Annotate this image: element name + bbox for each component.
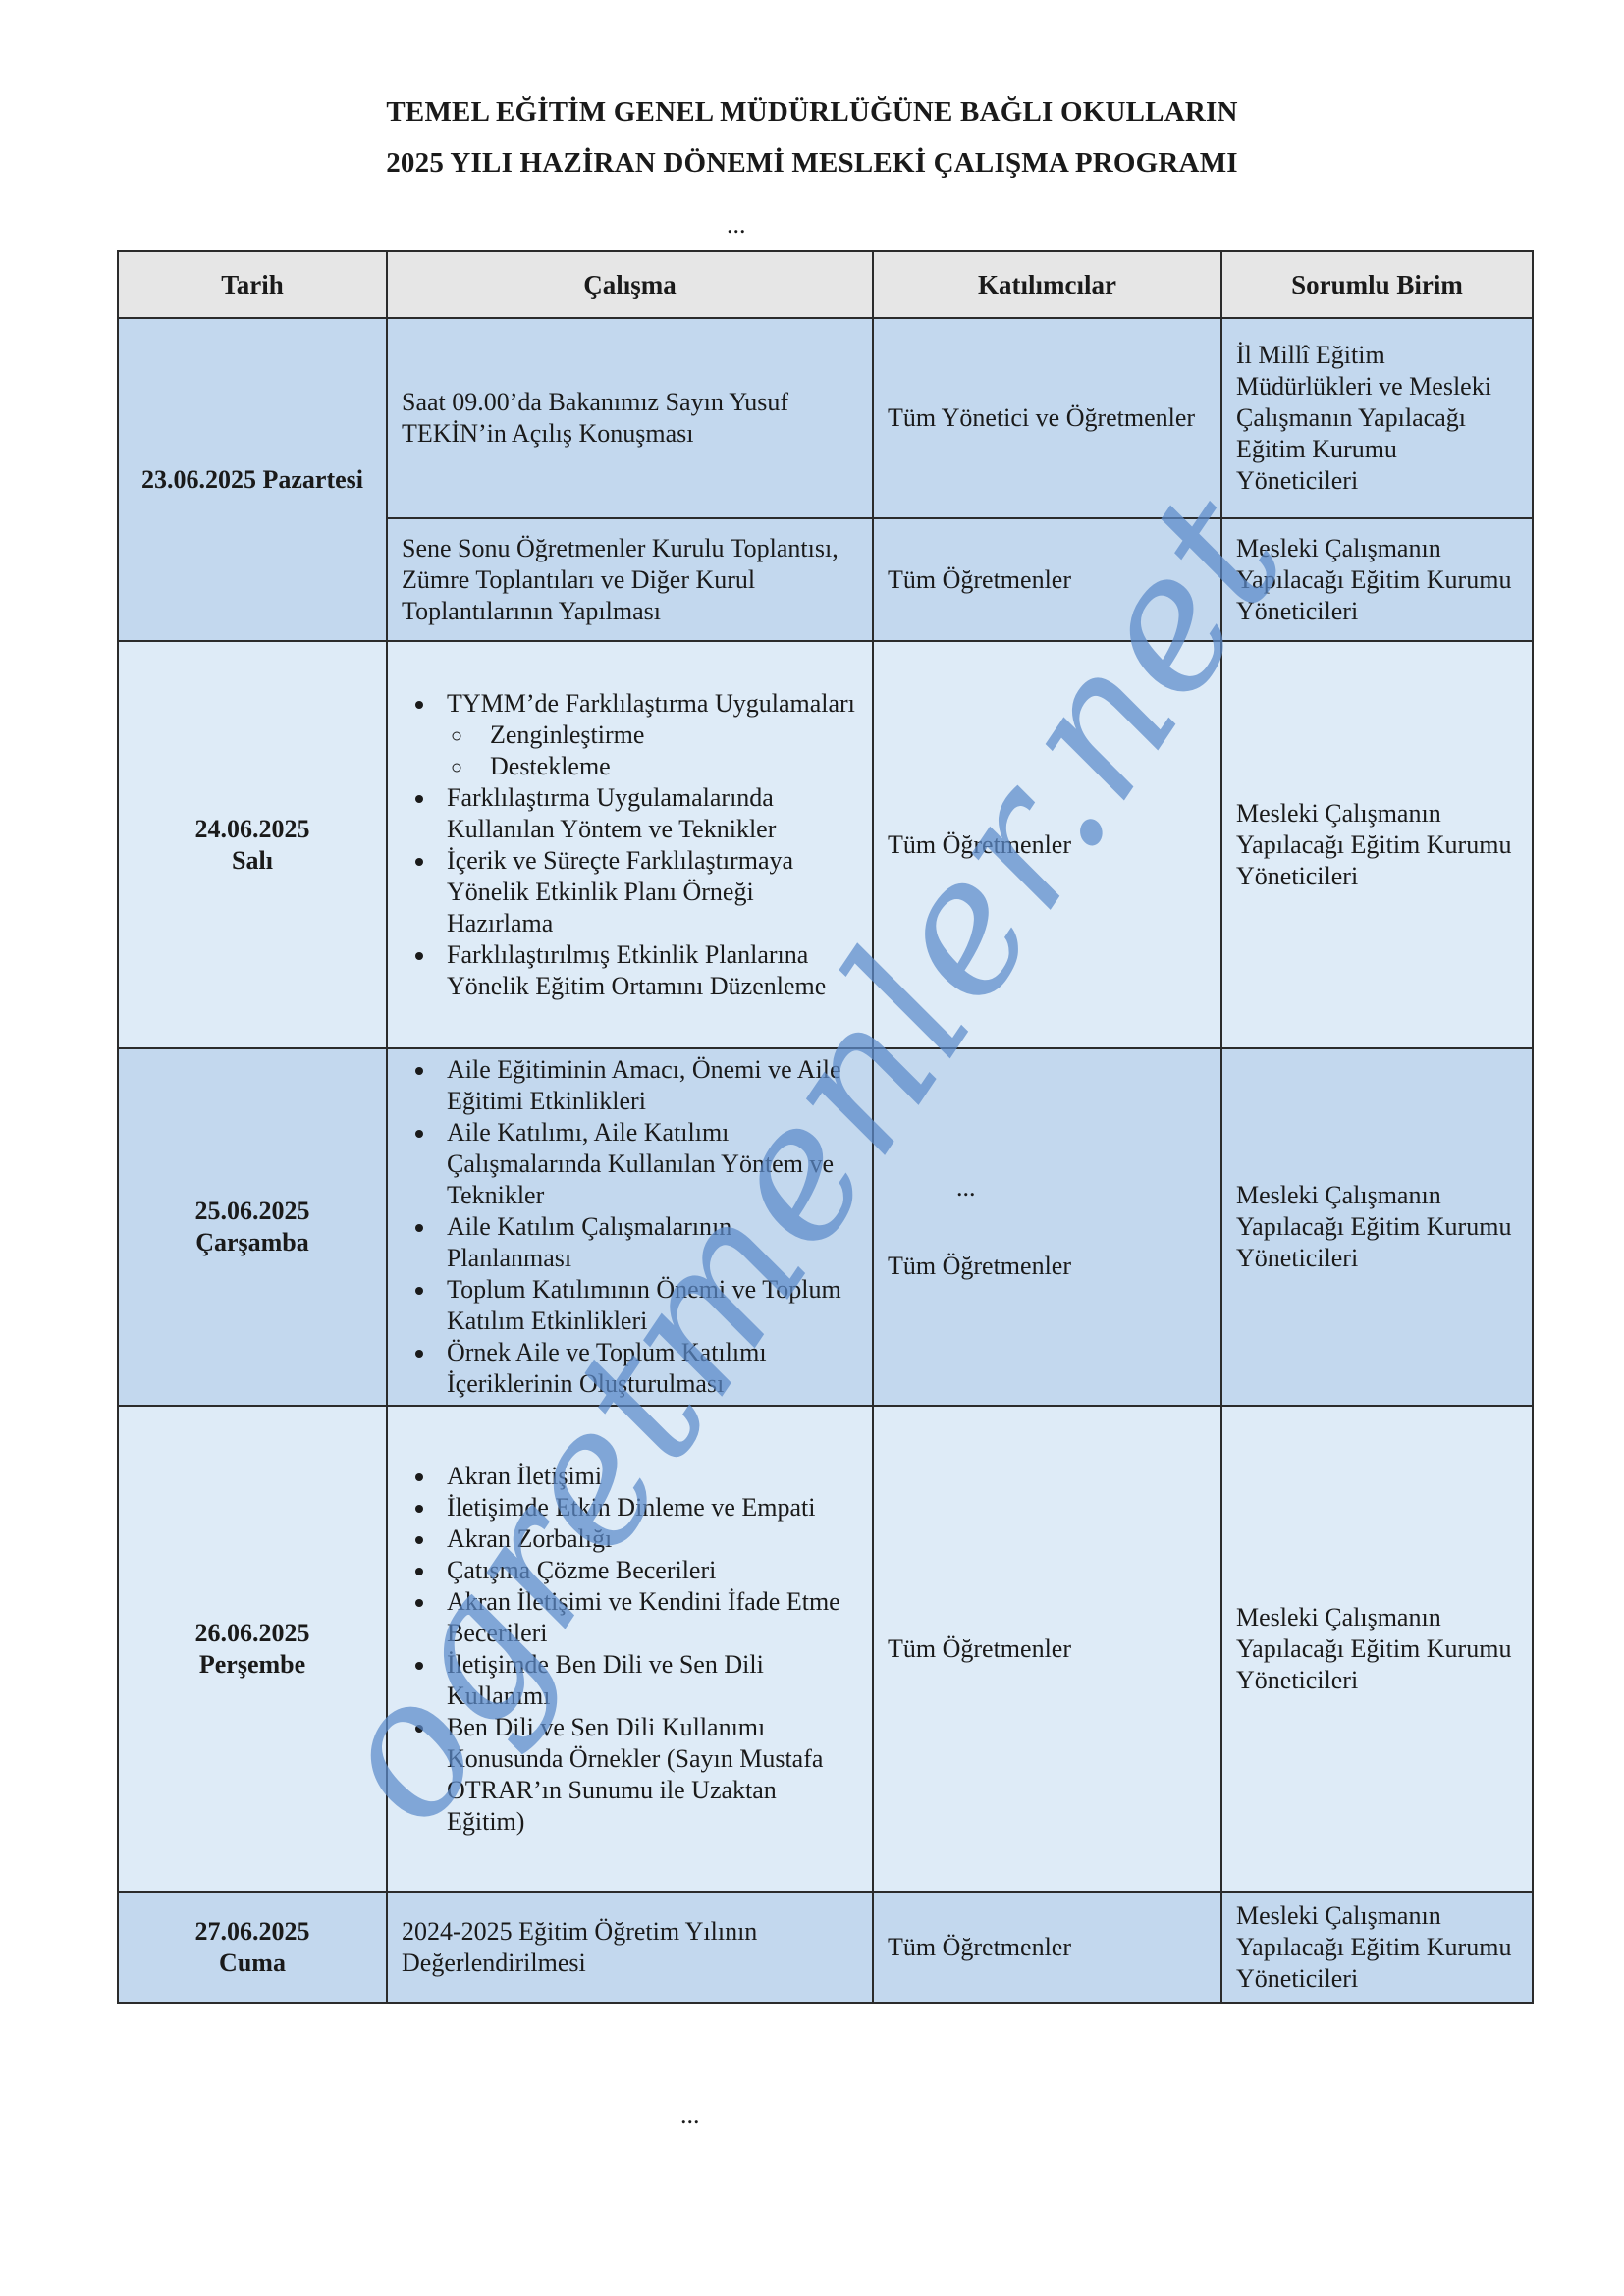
sorumlu-cell: Mesleki Çalışmanın Yapılacağı Eğitim Kur… xyxy=(1220,1405,1534,1893)
list-item: Aile Katılım Çalışmalarının Planlanması xyxy=(437,1211,858,1274)
day-label: Çarşamba xyxy=(195,1228,309,1256)
sorumlu-cell: İl Millî Eğitim Müdürlükleri ve Mesleki … xyxy=(1220,317,1534,519)
day-label: Cuma xyxy=(219,1949,286,1977)
table-row: Sene Sonu Öğretmenler Kurulu Toplantısı,… xyxy=(118,517,1534,642)
date-cell: 26.06.2025 Perşembe xyxy=(117,1405,388,1893)
list-item: Aile Katılımı, Aile Katılımı Çalışmaları… xyxy=(437,1117,858,1211)
list-item: Akran İletişimi xyxy=(437,1461,858,1492)
header-katilimcilar: Katılımcılar xyxy=(872,250,1222,319)
calisma-cell: 2024-2025 Eğitim Öğretim Yılının Değerle… xyxy=(386,1891,874,2004)
katilimcilar-cell: Tüm Öğretmenler xyxy=(872,1405,1222,1893)
table-header-row: Tarih Çalışma Katılımcılar Sorumlu Birim xyxy=(117,250,1534,319)
list-subitem: Destekleme xyxy=(474,751,858,782)
header-calisma: Çalışma xyxy=(386,250,874,319)
list-item: İletişimde Ben Dili ve Sen Dili Kullanım… xyxy=(437,1649,858,1712)
katilimcilar-cell: Tüm Öğretmenler xyxy=(872,517,1222,642)
sorumlu-cell: Mesleki Çalışmanın Yapılacağı Eğitim Kur… xyxy=(1220,1891,1534,2004)
list-subitem: Zenginleştirme xyxy=(474,720,858,751)
document-title-line-2: 2025 YILI HAZİRAN DÖNEMİ MESLEKİ ÇALIŞMA… xyxy=(386,147,1238,179)
list-item: Akran İletişimi ve Kendini İfade Etme Be… xyxy=(437,1586,858,1649)
list-item: İçerik ve Süreçte Farklılaştırmaya Yönel… xyxy=(437,845,858,939)
calisma-cell: TYMM’de Farklılaştırma Uygulamaları Zeng… xyxy=(386,640,874,1049)
table-row: 24.06.2025 Salı TYMM’de Farklılaştırma U… xyxy=(117,640,1534,1049)
katilimcilar-cell: Tüm Öğretmenler xyxy=(872,1891,1222,2004)
list-item: TYMM’de Farklılaştırma Uygulamaları Zeng… xyxy=(437,688,858,782)
table-row: 25.06.2025 Çarşamba Aile Eğitiminin Amac… xyxy=(117,1047,1534,1407)
date-label: 27.06.2025 xyxy=(194,1917,310,1946)
table-row: 27.06.2025 Cuma 2024-2025 Eğitim Öğretim… xyxy=(117,1891,1534,2004)
calisma-list: Akran İletişimi İletişimde Etkin Dinleme… xyxy=(402,1461,858,1838)
calisma-cell: Sene Sonu Öğretmenler Kurulu Toplantısı,… xyxy=(386,517,874,642)
list-item: Akran Zorbalığı xyxy=(437,1523,858,1555)
date-cell: 23.06.2025 Pazartesi xyxy=(117,317,388,642)
katilimcilar-text: Tüm Öğretmenler xyxy=(888,1252,1071,1280)
date-label: 26.06.2025 xyxy=(194,1618,310,1647)
list-item: Ben Dili ve Sen Dili Kullanımı Konusunda… xyxy=(437,1712,858,1838)
list-item: Aile Eğitiminin Amacı, Önemi ve Aile Eği… xyxy=(437,1054,858,1117)
day-label: Perşembe xyxy=(198,1649,306,1679)
date-cell: 24.06.2025 Salı xyxy=(117,640,388,1049)
list-item: Farklılaştırılmış Etkinlik Planlarına Yö… xyxy=(437,939,858,1002)
calisma-list: Aile Eğitiminin Amacı, Önemi ve Aile Eği… xyxy=(402,1054,858,1400)
calisma-sublist: Zenginleştirme Destekleme xyxy=(447,720,858,782)
date-label: 24.06.2025 xyxy=(194,814,310,843)
sorumlu-cell: Mesleki Çalışmanın Yapılacağı Eğitim Kur… xyxy=(1220,517,1534,642)
calisma-cell: Aile Eğitiminin Amacı, Önemi ve Aile Eği… xyxy=(386,1047,874,1407)
list-item: Toplum Katılımının Önemi ve Toplum Katıl… xyxy=(437,1274,858,1337)
document-title-line-1: TEMEL EĞİTİM GENEL MÜDÜRLÜĞÜNE BAĞLI OKU… xyxy=(386,96,1238,128)
table-row: 23.06.2025 Pazartesi Saat 09.00’da Bakan… xyxy=(117,317,1534,642)
date-label: 25.06.2025 xyxy=(194,1197,310,1225)
program-table: Tarih Çalışma Katılımcılar Sorumlu Birim… xyxy=(117,250,1534,2004)
katilimcilar-cell: Tüm Öğretmenler xyxy=(872,640,1222,1049)
calisma-cell: Saat 09.00’da Bakanımız Sayın Yusuf TEKİ… xyxy=(386,317,874,519)
header-tarih: Tarih xyxy=(117,250,388,319)
ellipsis-bottom: ... xyxy=(680,2101,700,2129)
table-row: 26.06.2025 Perşembe Akran İletişimi İlet… xyxy=(117,1405,1534,1893)
calisma-list: TYMM’de Farklılaştırma Uygulamaları Zeng… xyxy=(402,688,858,1002)
list-item: Farklılaştırma Uygulamalarında Kullanıla… xyxy=(437,782,858,845)
katilimcilar-cell: Tüm Yönetici ve Öğretmenler xyxy=(872,317,1222,519)
date-cell: 25.06.2025 Çarşamba xyxy=(117,1047,388,1407)
katilimcilar-cell: ... Tüm Öğretmenler xyxy=(872,1047,1222,1407)
day-label: Salı xyxy=(232,845,273,875)
katilimcilar-ellipsis: ... xyxy=(956,1173,976,1201)
calisma-cell: Akran İletişimi İletişimde Etkin Dinleme… xyxy=(386,1405,874,1893)
ellipsis-top: ... xyxy=(727,210,746,239)
sorumlu-cell: Mesleki Çalışmanın Yapılacağı Eğitim Kur… xyxy=(1220,1047,1534,1407)
date-cell: 27.06.2025 Cuma xyxy=(117,1891,388,2004)
list-item: Örnek Aile ve Toplum Katılımı İçerikleri… xyxy=(437,1337,858,1400)
list-item: İletişimde Etkin Dinleme ve Empati xyxy=(437,1492,858,1523)
header-sorumlu-birim: Sorumlu Birim xyxy=(1220,250,1534,319)
sorumlu-cell: Mesleki Çalışmanın Yapılacağı Eğitim Kur… xyxy=(1220,640,1534,1049)
list-item: Çatışma Çözme Becerileri xyxy=(437,1555,858,1586)
